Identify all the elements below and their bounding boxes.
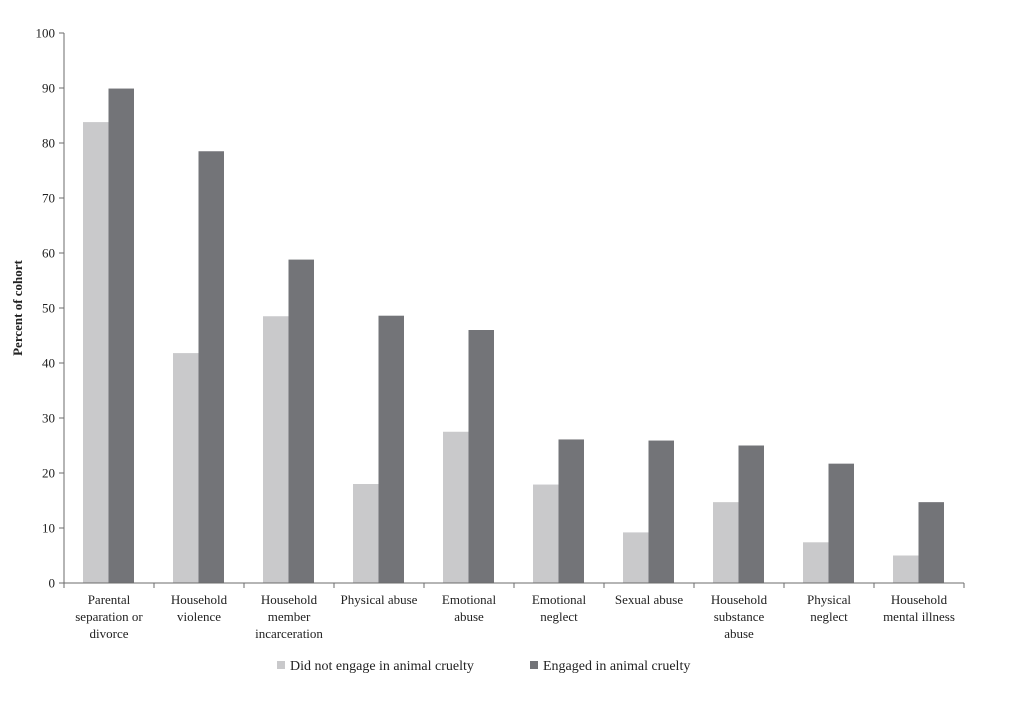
x-category-label: Emotional abuse xyxy=(442,592,497,624)
x-category-label-line: neglect xyxy=(810,609,848,624)
y-tick-label: 90 xyxy=(42,81,55,96)
x-category-label-line: Physical xyxy=(807,592,851,607)
x-category-label: Emotional neglect xyxy=(532,592,587,624)
x-category-label-line: Household xyxy=(711,592,768,607)
bar-engaged xyxy=(558,439,584,583)
legend-label: Engaged in animal cruelty xyxy=(543,659,690,674)
x-category-label: Household mental illness xyxy=(883,592,955,624)
bars xyxy=(83,88,944,584)
x-category-label: Sexual abuse xyxy=(615,592,683,607)
x-category-label: Physical abuse xyxy=(341,592,418,607)
x-category-label: Household member incarceration xyxy=(255,592,323,641)
x-category-label-line: divorce xyxy=(90,626,129,641)
x-category-label: Parental separation or divorce xyxy=(75,592,143,641)
x-category-label-line: Parental xyxy=(88,592,131,607)
bar-did-not-engage xyxy=(83,122,109,583)
legend-swatch xyxy=(277,661,285,669)
x-category-label: Household substance abuse xyxy=(711,592,768,641)
y-tick-label: 100 xyxy=(36,26,56,41)
bar-did-not-engage xyxy=(623,532,649,583)
y-tick-label: 40 xyxy=(42,356,55,371)
bar-engaged xyxy=(378,315,404,583)
bar-did-not-engage xyxy=(533,484,559,583)
y-axis-title: Percent of cohort xyxy=(10,259,25,355)
x-category-label: Physical neglect xyxy=(807,592,851,624)
bar-did-not-engage xyxy=(803,542,829,583)
bar-did-not-engage xyxy=(893,555,919,583)
x-category-label-line: neglect xyxy=(540,609,578,624)
bar-engaged xyxy=(468,330,494,583)
y-tick-label: 20 xyxy=(42,466,55,481)
x-axis: Parental separation or divorce Household vio… xyxy=(63,582,965,641)
x-category-label-line: Emotional xyxy=(532,592,587,607)
y-tick-label: 70 xyxy=(42,191,55,206)
y-tick-label: 50 xyxy=(42,301,55,316)
y-tick-label: 30 xyxy=(42,411,55,426)
legend: Did not engage in animal cruelty Engaged … xyxy=(277,659,690,674)
x-category-label-line: substance xyxy=(714,609,765,624)
x-category-label-line: abuse xyxy=(454,609,484,624)
x-category-label-line: Household xyxy=(261,592,318,607)
x-category-label-line: Emotional xyxy=(442,592,497,607)
bar-engaged xyxy=(108,88,134,584)
bar-did-not-engage xyxy=(713,502,739,583)
bar-did-not-engage xyxy=(263,316,289,583)
y-tick-label: 80 xyxy=(42,136,55,151)
x-category-label-line: Sexual abuse xyxy=(615,592,683,607)
bar-engaged xyxy=(648,440,674,583)
bar-engaged xyxy=(918,502,944,583)
y-axis: 0 10 20 30 40 50 60 70 80 90 100 xyxy=(36,26,65,591)
bar-engaged xyxy=(198,151,224,583)
bar-engaged xyxy=(828,463,854,583)
x-category-label-line: incarceration xyxy=(255,626,323,641)
y-tick-label: 0 xyxy=(49,576,56,591)
x-category-label-line: Household xyxy=(171,592,228,607)
x-category-label-line: Physical abuse xyxy=(341,592,418,607)
bar-engaged xyxy=(738,445,764,583)
legend-label: Did not engage in animal cruelty xyxy=(290,659,474,674)
bar-engaged xyxy=(288,259,314,583)
bar-did-not-engage xyxy=(353,484,379,583)
x-category-label: Household violence xyxy=(171,592,228,624)
y-tick-label: 10 xyxy=(42,521,55,536)
bar-did-not-engage xyxy=(173,353,199,583)
x-category-label-line: Household xyxy=(891,592,948,607)
bar-did-not-engage xyxy=(443,431,469,583)
y-tick-label: 60 xyxy=(42,246,55,261)
x-category-label-line: violence xyxy=(177,609,221,624)
legend-swatch xyxy=(530,661,538,669)
x-category-label-line: member xyxy=(268,609,311,624)
x-category-label-line: mental illness xyxy=(883,609,955,624)
x-category-label-line: separation or xyxy=(75,609,143,624)
x-category-label-line: abuse xyxy=(724,626,754,641)
